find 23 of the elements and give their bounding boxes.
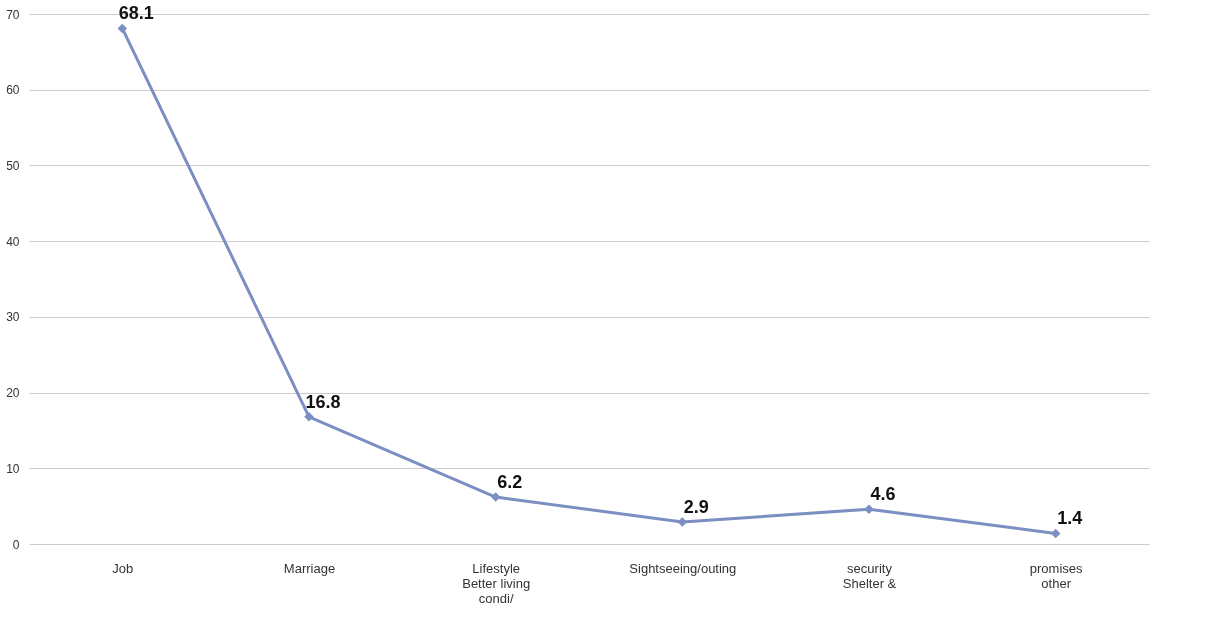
point xyxy=(117,23,128,34)
y-tick-label: 40 xyxy=(6,234,20,249)
point xyxy=(1050,528,1061,539)
x-tick-label: promises other xyxy=(1029,560,1084,591)
y-tick-label: 0 xyxy=(12,537,20,552)
x-tick-label: Job xyxy=(112,560,134,576)
y-tick-label: 20 xyxy=(6,386,20,401)
data-label: 16.8 xyxy=(305,391,341,412)
y-tick-label: 30 xyxy=(6,310,20,325)
y-tick-label: 60 xyxy=(6,83,20,98)
x-tick-label: security Shelter & xyxy=(842,560,897,591)
y-tick-label: 70 xyxy=(6,7,20,22)
x-tick-label: Marriage xyxy=(283,560,336,576)
x-tick-label: Lifestyle Better living condi/ xyxy=(462,560,531,606)
data-label: 6.2 xyxy=(497,472,523,493)
data-label: 4.6 xyxy=(870,484,896,505)
y-tick-label: 50 xyxy=(6,158,20,173)
data-label: 68.1 xyxy=(118,3,154,24)
data-label: 2.9 xyxy=(683,497,709,518)
point xyxy=(490,492,501,502)
data-label: 1.4 xyxy=(1057,508,1083,529)
y-tick-label: 10 xyxy=(6,461,20,476)
x-tick-label: Sightseeing/outing xyxy=(629,560,737,576)
